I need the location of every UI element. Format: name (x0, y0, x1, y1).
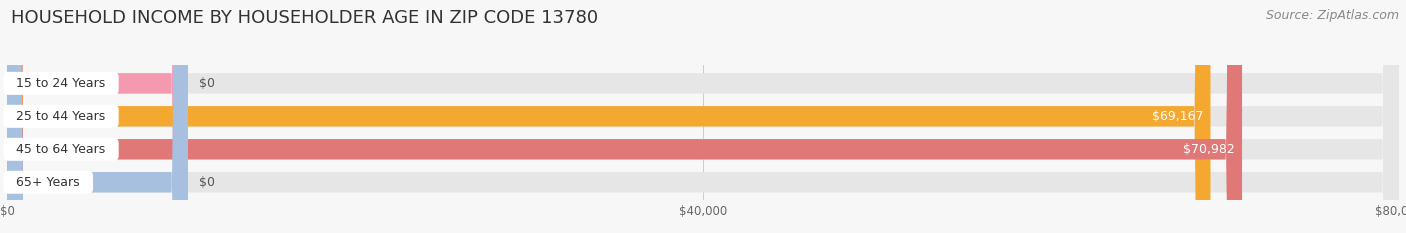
Text: 15 to 24 Years: 15 to 24 Years (8, 77, 114, 90)
FancyBboxPatch shape (7, 0, 1399, 233)
Text: 45 to 64 Years: 45 to 64 Years (8, 143, 114, 156)
Text: $70,982: $70,982 (1184, 143, 1234, 156)
FancyBboxPatch shape (7, 0, 1241, 233)
Text: HOUSEHOLD INCOME BY HOUSEHOLDER AGE IN ZIP CODE 13780: HOUSEHOLD INCOME BY HOUSEHOLDER AGE IN Z… (11, 9, 599, 27)
Text: 65+ Years: 65+ Years (8, 176, 89, 189)
Text: 25 to 44 Years: 25 to 44 Years (8, 110, 114, 123)
Text: $0: $0 (200, 77, 215, 90)
FancyBboxPatch shape (7, 0, 1211, 233)
FancyBboxPatch shape (7, 0, 188, 233)
FancyBboxPatch shape (7, 0, 1399, 233)
FancyBboxPatch shape (7, 0, 1399, 233)
FancyBboxPatch shape (7, 0, 188, 233)
Text: $69,167: $69,167 (1152, 110, 1204, 123)
FancyBboxPatch shape (7, 0, 1399, 233)
Text: Source: ZipAtlas.com: Source: ZipAtlas.com (1265, 9, 1399, 22)
Text: $0: $0 (200, 176, 215, 189)
